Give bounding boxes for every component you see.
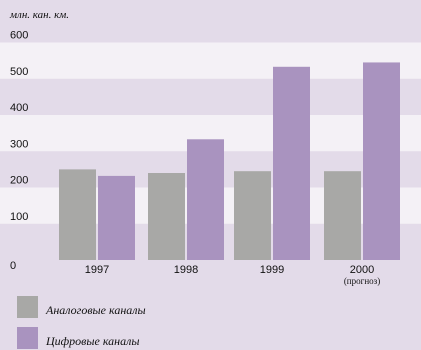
- legend-entry: Цифровые каналы: [45, 334, 139, 348]
- y-tick-label: 100: [10, 211, 28, 223]
- bars: [59, 62, 400, 260]
- bar-analog: [148, 173, 185, 260]
- background-band: [0, 42, 421, 79]
- y-tick-label: 300: [10, 138, 28, 150]
- x-category-note: (прогноз): [344, 276, 380, 286]
- bar-digital: [98, 175, 135, 260]
- y-tick-labels: 0 100 200 300 400 500 600: [10, 30, 28, 273]
- x-category-label: 1999: [260, 264, 284, 276]
- bar-analog: [234, 171, 271, 260]
- legend: Аналоговые каналы Цифровые каналы: [17, 296, 146, 349]
- background-band: [0, 78, 421, 115]
- y-tick-label: 500: [10, 66, 28, 78]
- x-category-label: 2000: [350, 264, 374, 276]
- y-tick-label: 0: [10, 260, 16, 272]
- legend-swatch: [17, 296, 38, 318]
- bar-digital: [187, 139, 224, 260]
- legend-swatch: [17, 327, 38, 349]
- bar-analog: [324, 171, 361, 260]
- legend-entry: Аналоговые каналы: [45, 303, 146, 317]
- x-category-label: 1998: [174, 264, 198, 276]
- bar-digital: [273, 66, 310, 260]
- y-tick-label: 600: [10, 30, 28, 42]
- x-category-labels: 1997 1998 1999 2000(прогноз): [85, 264, 380, 286]
- y-tick-label: 200: [10, 175, 28, 187]
- unit-label: млн. кан. км.: [9, 9, 69, 21]
- bar-analog: [59, 169, 96, 260]
- x-category-label: 1997: [85, 264, 109, 276]
- y-tick-label: 400: [10, 102, 28, 114]
- bar-digital: [363, 62, 400, 260]
